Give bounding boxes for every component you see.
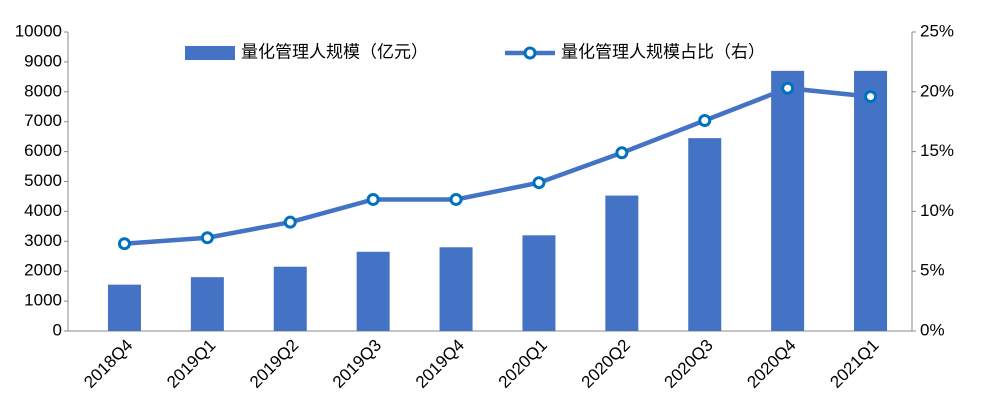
bar [356, 251, 390, 331]
line-marker [283, 215, 297, 229]
y-tick-label: 8000 [24, 81, 62, 100]
x-tick-label: 2019Q3 [329, 336, 385, 392]
y-tick-label: 10000 [15, 21, 62, 40]
line-marker [449, 192, 463, 206]
bar [273, 266, 307, 331]
y2-tick-label: 25% [920, 21, 954, 40]
line-marker [200, 231, 214, 245]
bar [190, 277, 224, 331]
bar [605, 195, 639, 331]
line-marker [864, 90, 878, 104]
x-tick-label: 2018Q4 [80, 336, 136, 392]
x-tick-label: 2020Q2 [578, 336, 634, 392]
y-tick-label: 0 [53, 320, 62, 339]
y2-tick-label: 20% [920, 81, 954, 100]
legend-label: 量化管理人规模占比（右） [561, 42, 765, 61]
x-tick-label: 2019Q2 [246, 336, 302, 392]
y2-tick-label: 15% [920, 141, 954, 160]
bar [522, 235, 556, 331]
line-marker [698, 114, 712, 128]
x-tick-label: 2020Q1 [495, 336, 551, 392]
x-tick-label: 2020Q4 [743, 336, 799, 392]
bar [854, 70, 888, 332]
x-tick-label: 2019Q4 [412, 336, 468, 392]
bar [439, 247, 473, 331]
line-marker [532, 176, 546, 190]
bar [771, 70, 805, 332]
y-tick-label: 5000 [24, 171, 62, 190]
bar [107, 284, 141, 331]
y2-tick-label: 10% [920, 201, 954, 220]
y-tick-label: 3000 [24, 231, 62, 250]
legend-swatch [185, 46, 235, 60]
y2-tick-label: 5% [920, 261, 945, 280]
line-marker [117, 237, 131, 251]
y-tick-label: 7000 [24, 111, 62, 130]
line [124, 85, 871, 246]
y-tick-label: 1000 [24, 291, 62, 310]
line-marker [781, 81, 795, 95]
y-tick-label: 6000 [24, 141, 62, 160]
x-tick-label: 2020Q3 [661, 336, 717, 392]
x-tick-label: 2019Q1 [163, 336, 219, 392]
y-tick-label: 2000 [24, 261, 62, 280]
y2-tick-label: 0% [920, 320, 945, 339]
bar [688, 138, 722, 331]
x-tick-label: 2021Q1 [826, 336, 882, 392]
line-marker [615, 146, 629, 160]
line-marker [366, 192, 380, 206]
legend-label: 量化管理人规模（亿元） [241, 42, 428, 61]
y-tick-label: 4000 [24, 201, 62, 220]
y-tick-label: 9000 [24, 51, 62, 70]
legend-marker [523, 46, 537, 60]
